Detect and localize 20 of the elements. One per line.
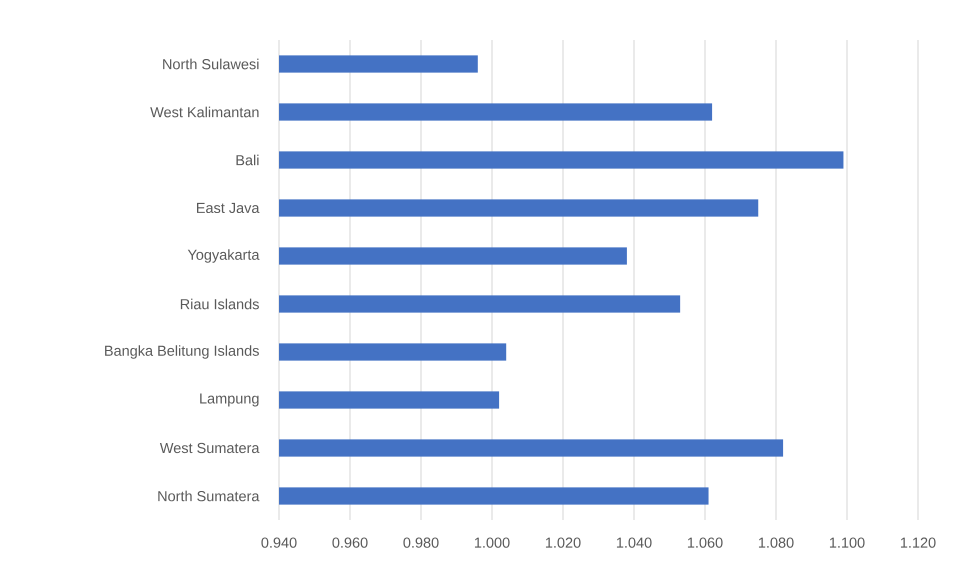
x-tick-label: 0.980 [403,538,439,548]
y-tick-label: West Sumatera [160,442,260,454]
y-tick-label: Riau Islands [180,298,259,310]
x-tick-label: 0.940 [261,538,297,548]
y-tick-label: Bangka Belitung Islands [105,345,259,359]
y-tick-label: Yogyakarta [188,249,260,263]
x-tick-label: 1.000 [474,538,510,548]
y-tick-label: East Java [196,202,260,214]
x-tick-label: 1.100 [830,538,865,548]
x-tick-label: 1.020 [546,538,581,548]
x-tick-label: 0.960 [332,538,368,548]
y-tick-label: Lampung [200,394,259,406]
y-tick-label: North Sumatera [158,490,260,502]
y-tick-label: Bali [236,154,258,166]
y-tick-label: North Sulawesi [163,58,258,70]
x-tick-label: 1.060 [688,538,723,548]
y-tick-label: West Kalimantan [150,106,259,118]
x-tick-label: 1.080 [758,538,794,548]
x-tick-label: 1.120 [900,538,936,548]
x-tick-label: 1.040 [616,538,652,548]
